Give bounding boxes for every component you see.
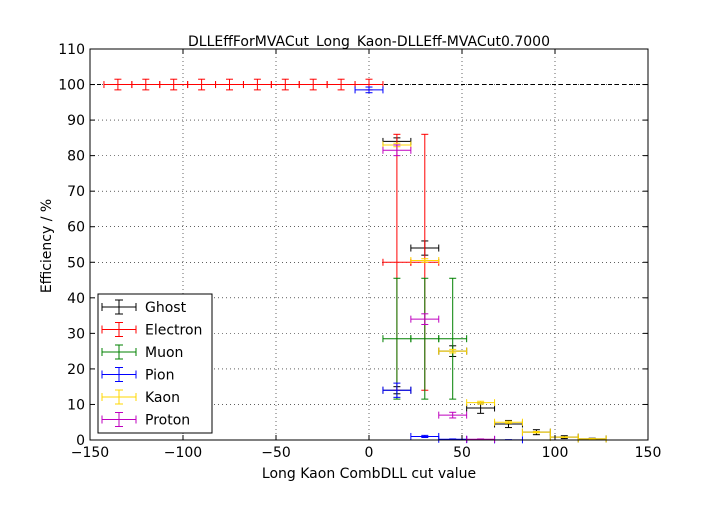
y-tick-label: 20 (67, 362, 85, 378)
legend: Ghost Electron Muon Pion Kaon Proton (97, 293, 213, 434)
chart-title: DLLEffForMVACut_Long_Kaon-DLLEff-MVACut0… (188, 34, 550, 50)
legend-item-kaon: Kaon (101, 389, 180, 406)
legend-label: Pion (145, 368, 174, 384)
series-proton (382, 144, 496, 443)
legend-label: Proton (145, 413, 190, 429)
legend-label: Electron (145, 323, 202, 339)
data-point (159, 78, 189, 91)
data-point (494, 418, 523, 426)
y-tick-label: 70 (67, 184, 85, 200)
legend-label: Muon (145, 345, 183, 361)
y-tick-label: 110 (58, 42, 85, 58)
data-point (438, 347, 468, 355)
data-point (382, 144, 412, 157)
y-tick-label: 80 (67, 149, 85, 165)
x-tick-label: 150 (635, 445, 662, 461)
legend-label: Kaon (145, 390, 180, 406)
legend-item-ghost: Ghost (101, 299, 187, 316)
legend-item-pion: Pion (101, 367, 174, 384)
data-point (410, 256, 440, 264)
y-tick-label: 90 (67, 113, 85, 129)
y-axis-label: Efficiency / % (39, 199, 55, 293)
y-tick-label: 50 (67, 255, 85, 271)
data-point (577, 435, 607, 443)
x-tick-label: 100 (542, 445, 569, 461)
data-point (438, 411, 468, 419)
y-tick-label: 0 (76, 433, 85, 449)
data-point (466, 399, 496, 407)
legend-item-muon: Muon (101, 344, 183, 361)
x-tick-label: −100 (164, 445, 202, 461)
x-tick-label: −50 (261, 445, 291, 461)
y-tick-label: 10 (67, 397, 85, 413)
data-point (438, 277, 468, 400)
data-point (298, 78, 328, 91)
legend-label: Ghost (145, 300, 187, 316)
legend-item-proton: Proton (101, 412, 190, 429)
legend-frame (97, 293, 213, 434)
x-axis-label: Long Kaon CombDLL cut value (262, 466, 476, 482)
data-point (382, 382, 412, 398)
x-tick-label: 0 (365, 445, 374, 461)
series-muon (382, 277, 468, 400)
data-point (354, 86, 384, 94)
axis-ticks: −150 −100 −50 0 50 100 150 0 10 20 30 40 50 60 70 80 90 1… (58, 42, 661, 461)
legend-item-electron: Electron (101, 322, 202, 339)
series-kaon (382, 141, 607, 443)
data-layer (103, 78, 607, 444)
y-tick-label: 30 (67, 326, 85, 342)
x-tick-label: −150 (71, 445, 109, 461)
x-tick-label: 50 (453, 445, 471, 461)
data-point (410, 313, 440, 325)
y-tick-label: 100 (58, 78, 85, 94)
y-tick-label: 60 (67, 220, 85, 236)
y-tick-label: 40 (67, 291, 85, 307)
